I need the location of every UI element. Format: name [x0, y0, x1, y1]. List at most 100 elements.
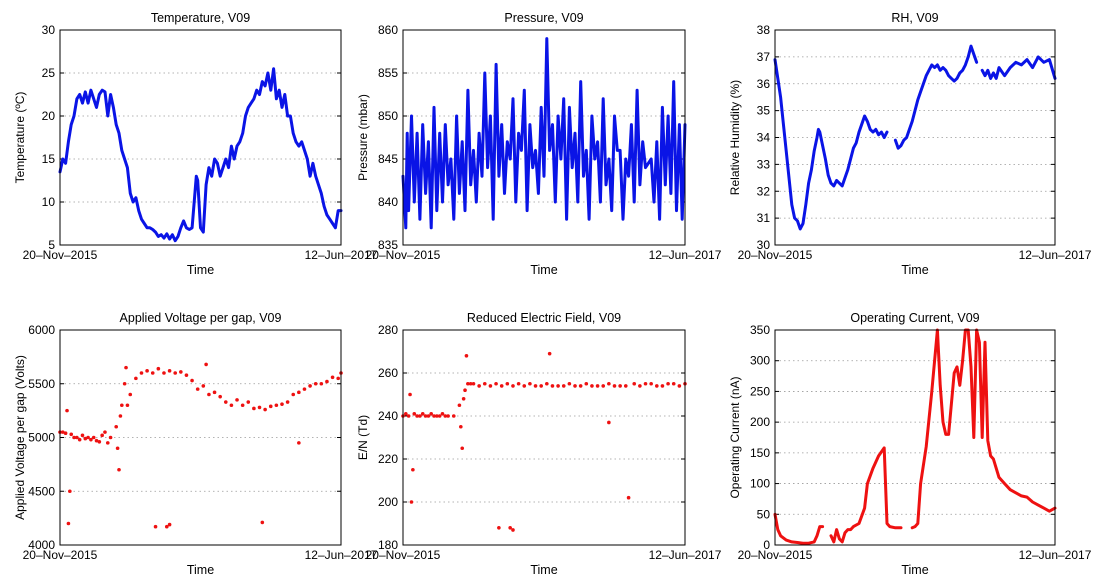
- series-line: [58, 67, 343, 243]
- data-point: [464, 354, 469, 358]
- y-tick-label: 5000: [28, 431, 55, 445]
- series: [773, 44, 1057, 231]
- data-point: [451, 414, 456, 418]
- data-point: [578, 384, 583, 388]
- series-line: [829, 446, 903, 544]
- y-axis-label: Temperature (ºC): [13, 92, 27, 184]
- x-axis-label: Time: [901, 263, 928, 277]
- data-point: [86, 435, 90, 440]
- data-point: [235, 398, 239, 402]
- data-point: [218, 394, 222, 399]
- data-point: [134, 376, 138, 381]
- y-tick-label: 50: [757, 507, 771, 521]
- data-point: [601, 384, 606, 388]
- data-point: [516, 381, 521, 386]
- x-tick-label: 12–Jun–2017: [305, 548, 378, 562]
- x-tick-label: 20–Nov–2015: [366, 248, 441, 262]
- axes-frame: [774, 329, 1056, 546]
- data-point: [440, 412, 445, 416]
- y-tick-label: 4500: [28, 484, 55, 498]
- data-point: [118, 414, 123, 418]
- data-point: [468, 381, 473, 386]
- data-point: [415, 414, 419, 418]
- data-point: [66, 521, 71, 526]
- data-point: [319, 381, 324, 386]
- data-point: [195, 387, 200, 391]
- y-tick-label: 100: [750, 477, 770, 491]
- y-tick-label: 200: [750, 415, 770, 429]
- data-point: [590, 384, 594, 388]
- y-tick-label: 30: [757, 238, 771, 252]
- data-point: [91, 435, 96, 440]
- data-point: [291, 392, 296, 397]
- y-tick-label: 835: [378, 238, 398, 252]
- y-tick-label: 33: [757, 157, 771, 171]
- data-point: [72, 435, 76, 440]
- data-point: [77, 437, 82, 442]
- y-axis-label: Operating Current (nA): [728, 376, 742, 498]
- data-point: [437, 414, 442, 418]
- data-point: [179, 370, 183, 374]
- data-point: [429, 412, 434, 416]
- data-point: [406, 414, 411, 418]
- data-point: [240, 403, 245, 408]
- y-tick-label: 845: [378, 152, 398, 166]
- axes-frame: [402, 329, 686, 546]
- data-point: [263, 407, 267, 412]
- data-point: [459, 424, 463, 429]
- y-tick-label: 0: [763, 538, 770, 552]
- y-tick-label: 34: [757, 131, 771, 145]
- data-point: [477, 384, 481, 388]
- y-axis-label: Relative Humidity (%): [728, 80, 742, 195]
- data-point: [75, 435, 79, 440]
- y-tick-label: 250: [750, 384, 770, 398]
- relative-humidity-panel: 30 31 32 33 34 35 36 37 38 RH, V09 20–Nov–2015 12–J…: [728, 11, 1092, 277]
- y-tick-label: 150: [750, 446, 770, 460]
- y-axis-label: Applied Voltage per gap (Volts): [13, 355, 27, 520]
- axes-frame: [59, 29, 342, 246]
- data-point: [426, 414, 431, 418]
- data-point: [461, 397, 466, 401]
- data-point: [547, 351, 552, 356]
- data-point: [508, 526, 512, 530]
- x-tick-label: 12–Jun–2017: [649, 248, 722, 262]
- x-tick-label: 20–Nov–2015: [23, 248, 98, 262]
- y-tick-label: 4000: [28, 538, 55, 552]
- chart-title: Operating Current, V09: [850, 311, 979, 325]
- data-point: [285, 400, 290, 404]
- data-point: [280, 402, 284, 406]
- data-point: [153, 524, 158, 529]
- data-point: [117, 467, 121, 472]
- x-axis-label: Time: [530, 263, 557, 277]
- data-point: [308, 384, 312, 388]
- data-point: [595, 384, 600, 388]
- data-point: [420, 412, 425, 416]
- axes-frame: [402, 29, 686, 246]
- data-point: [69, 432, 74, 437]
- data-point: [167, 369, 172, 373]
- data-point: [482, 381, 487, 386]
- y-axis-label: Pressure (mbar): [356, 94, 370, 181]
- data-point: [223, 400, 228, 404]
- data-point: [252, 406, 256, 411]
- y-tick-label: 5500: [28, 377, 55, 391]
- data-point: [584, 381, 589, 386]
- data-point: [100, 433, 104, 438]
- data-point: [164, 524, 169, 529]
- data-point: [499, 384, 504, 388]
- reduced-electric-field-panel: 180 200 220 240 260 280 Reduced Electric Field…: [356, 311, 722, 577]
- series-line: [910, 328, 1057, 530]
- data-point: [94, 438, 99, 443]
- data-point: [539, 384, 543, 388]
- series-line: [980, 55, 1057, 80]
- data-point: [108, 435, 113, 440]
- series: [58, 67, 343, 243]
- data-point: [649, 381, 653, 386]
- data-point: [607, 381, 611, 386]
- data-point: [122, 381, 127, 386]
- data-point: [61, 430, 65, 434]
- y-tick-label: 32: [757, 184, 771, 198]
- x-tick-label: 20–Nov–2015: [738, 548, 813, 562]
- data-point: [68, 489, 72, 494]
